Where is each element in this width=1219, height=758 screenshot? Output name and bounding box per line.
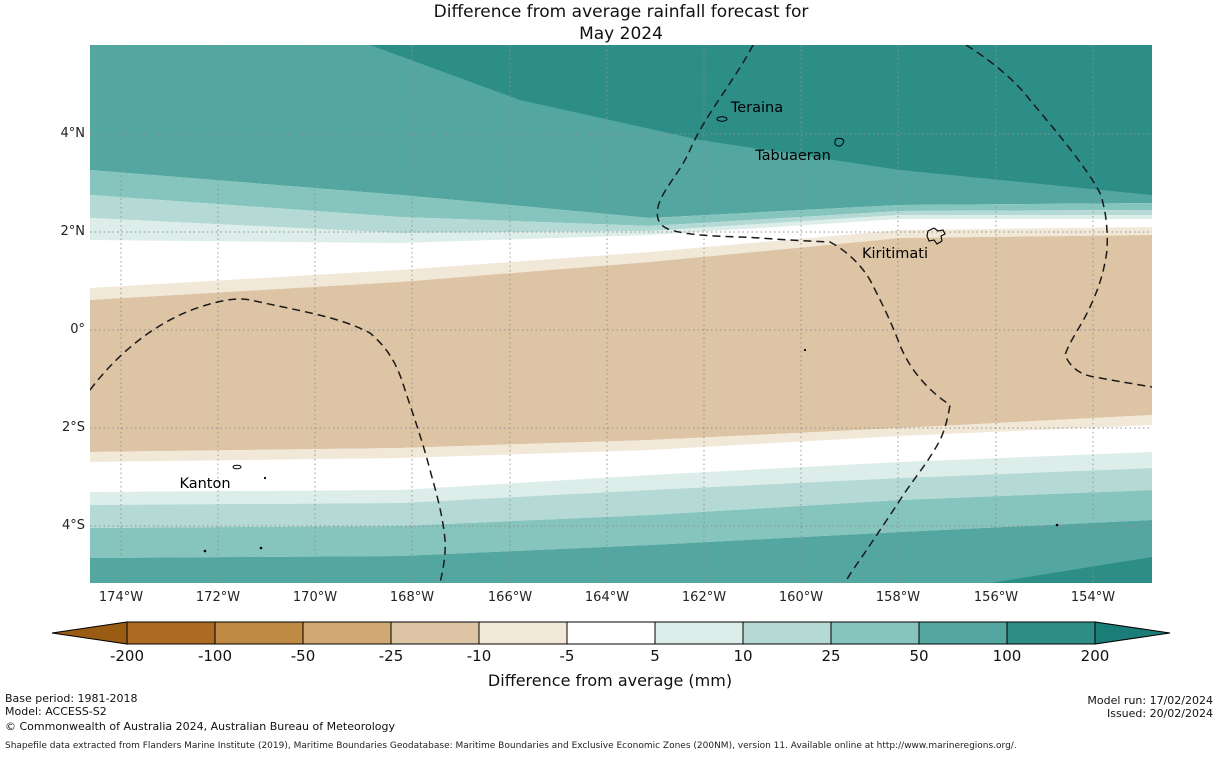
model-run-text: Model run: 17/02/2024: [1087, 694, 1213, 707]
copyright-text: © Commonwealth of Australia 2024, Austra…: [5, 720, 395, 733]
contour-band-neg5-neg10-north: [90, 227, 1152, 300]
colorbar-segment: [742, 621, 832, 645]
contour-band-south-50-100: [90, 520, 1152, 583]
contour-band-neg5-neg10-south: [90, 415, 1152, 462]
contour-band-equatorial-tan: [90, 235, 1152, 452]
lat-tick-0: 0°: [70, 322, 85, 337]
place-label-kanton: Kanton: [179, 476, 230, 492]
colorbar-segment: [302, 621, 392, 645]
island-teraina: [716, 116, 728, 122]
place-label-teraina: Teraina: [730, 100, 783, 116]
colorbar-tick-label: -5: [559, 647, 575, 665]
contour-band-north-10-25: [90, 195, 1152, 233]
islet-dot-1: [203, 549, 207, 553]
chart-title-line1: Difference from average rainfall forecas…: [433, 2, 809, 22]
colorbar-segment: [918, 621, 1008, 645]
place-label-tabuaeran: Tabuaeran: [754, 148, 831, 164]
colorbar-tick-label: -25: [378, 647, 404, 665]
contour-band-north-5-10: [90, 215, 1152, 243]
lon-tick-170w: 170°W: [292, 590, 338, 605]
lat-tick-2n: 2°N: [60, 224, 86, 239]
islet-dot-2: [259, 546, 263, 550]
lon-tick-162w: 162°W: [681, 590, 727, 605]
islet-dot-4: [1055, 523, 1059, 527]
colorbar-tick-label: 100: [992, 647, 1022, 665]
base-period-text: Base period: 1981-2018: [5, 692, 138, 705]
lon-tick-158w: 158°W: [875, 590, 921, 605]
graticule-gridlines: [90, 45, 1152, 583]
colorbar-segment: [654, 621, 744, 645]
eez-boundary-line-islands: [656, 45, 951, 583]
colorbar-tick-label: -10: [466, 647, 492, 665]
island-kanton: [232, 464, 242, 470]
chart-title-line2: May 2024: [579, 24, 663, 44]
contour-band-south-5-10: [90, 452, 1152, 505]
colorbar-segment: [566, 621, 656, 645]
lon-tick-164w: 164°W: [584, 590, 630, 605]
colorbar-segment: [214, 621, 304, 645]
lon-tick-156w: 156°W: [973, 590, 1019, 605]
colorbar-segment: [1006, 621, 1096, 645]
colorbar-tick-label: 5: [650, 647, 660, 665]
colorbar-tick-label: -100: [197, 647, 233, 665]
colorbar-tick-label: 10: [733, 647, 753, 665]
colorbar-segment: [830, 621, 920, 645]
islet-dot-5: [803, 348, 807, 352]
eez-boundary-east: [965, 45, 1152, 388]
contour-band-south-10-25: [90, 468, 1152, 528]
lon-tick-174w: 174°W: [98, 590, 144, 605]
lat-tick-4n: 4°N: [60, 126, 86, 141]
colorbar: [51, 621, 1171, 645]
colorbar-tick-label: -200: [109, 647, 145, 665]
lon-tick-160w: 160°W: [778, 590, 824, 605]
place-label-kiritimati: Kiritimati: [862, 246, 928, 262]
lon-tick-168w: 168°W: [389, 590, 435, 605]
contour-band-north-100-200: [370, 45, 1152, 195]
contour-band-south-100-200-corner: [990, 557, 1152, 583]
lat-tick-4s: 4°S: [61, 518, 85, 533]
colorbar-arrow-left: [51, 621, 128, 645]
colorbar-tick-label: -50: [290, 647, 316, 665]
lon-tick-172w: 172°W: [195, 590, 241, 605]
islet-dot-3: [263, 476, 267, 480]
colorbar-tick-label: 50: [909, 647, 929, 665]
model-text: Model: ACCESS-S2: [5, 705, 107, 718]
colorbar-segment: [390, 621, 480, 645]
map-canvas: Teraina Tabuaeran Kiritimati Kanton: [90, 45, 1152, 583]
island-kiritimati: [926, 227, 946, 245]
island-tabuaeran: [834, 137, 845, 147]
colorbar-caption: Difference from average (mm): [487, 671, 733, 690]
colorbar-segment: [478, 621, 568, 645]
colorbar-arrow-right: [1094, 621, 1171, 645]
colorbar-tick-label: 200: [1080, 647, 1110, 665]
colorbar-segment: [126, 621, 216, 645]
lat-tick-2s: 2°S: [61, 420, 85, 435]
colorbar-tick-label: 25: [821, 647, 841, 665]
lon-tick-154w: 154°W: [1070, 590, 1116, 605]
lon-tick-166w: 166°W: [487, 590, 533, 605]
contour-band-south-25-50: [90, 490, 1152, 558]
contour-band-north-25-50: [90, 170, 1152, 226]
shapefile-attribution: Shapefile data extracted from Flanders M…: [5, 741, 1017, 751]
issued-text: Issued: 20/02/2024: [1106, 707, 1213, 720]
